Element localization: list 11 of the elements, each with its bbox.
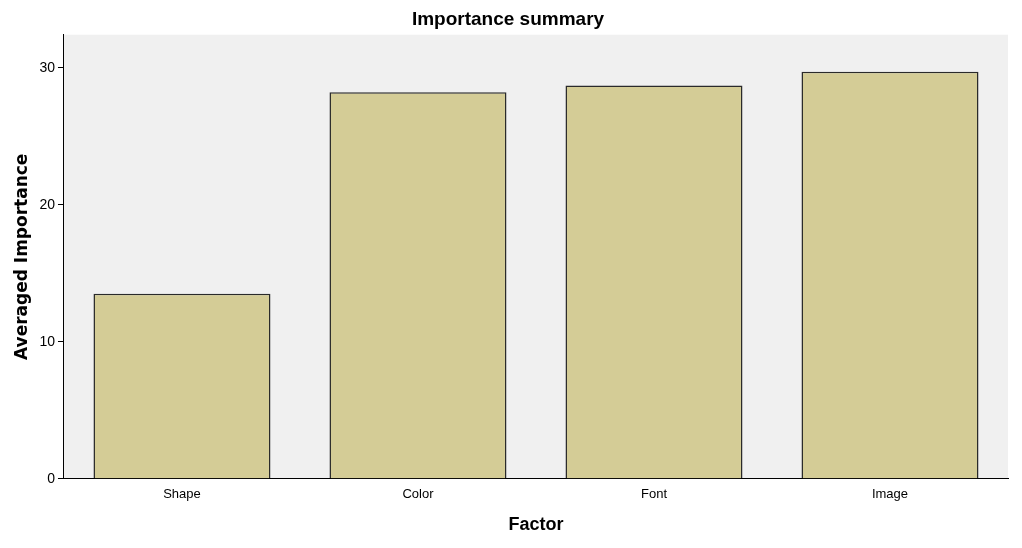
y-axis-title: Averaged Importance <box>10 153 31 360</box>
x-axis-title: Factor <box>508 514 564 535</box>
y-tick-label: 0 <box>47 469 56 486</box>
x-tick-label: Image <box>871 486 909 502</box>
y-tick-label: 20 <box>39 195 56 212</box>
y-tick-label: 30 <box>39 58 56 75</box>
y-tick-label: 10 <box>39 332 56 349</box>
x-tick-label: Font <box>640 486 668 502</box>
chart-title: Importance summary <box>411 7 605 29</box>
x-tick-label: Color <box>402 486 435 502</box>
x-tick-label: Shape <box>163 486 201 502</box>
